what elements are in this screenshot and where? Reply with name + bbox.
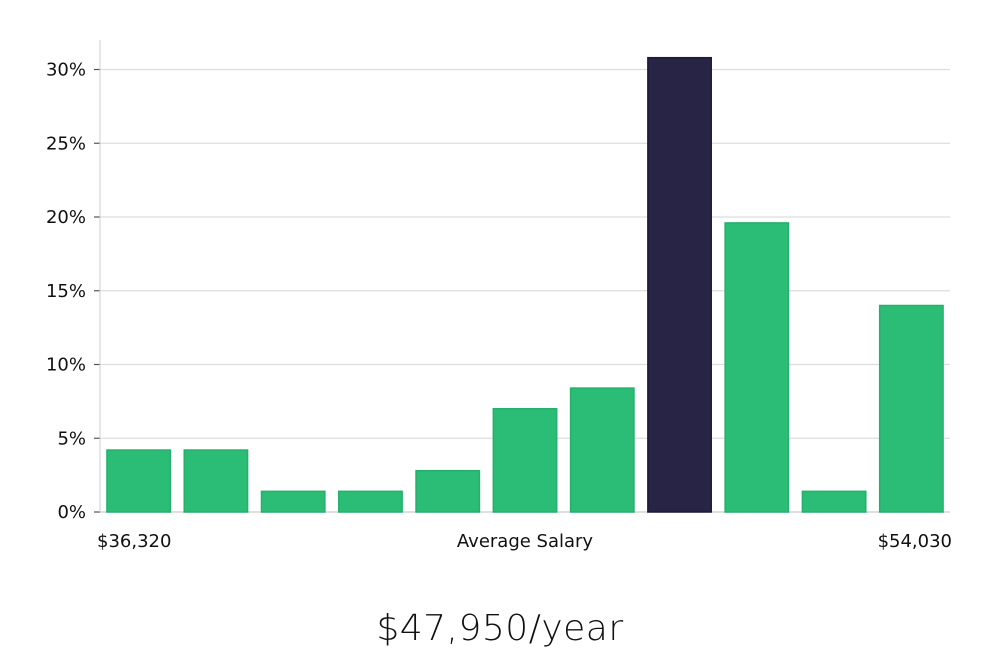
y-axis: 0% 5% 10% 15% 20% 25% 30% bbox=[46, 60, 100, 523]
bar bbox=[724, 222, 790, 513]
y-tick-label: 10% bbox=[46, 355, 86, 376]
y-tick-label: 25% bbox=[46, 133, 86, 154]
y-tick-label: 20% bbox=[46, 207, 86, 228]
bar bbox=[106, 449, 172, 513]
x-axis-min-label: $36,320 bbox=[97, 531, 171, 552]
bar-highlighted bbox=[647, 56, 712, 513]
bar bbox=[878, 304, 944, 513]
y-tick-label: 0% bbox=[57, 502, 86, 523]
bar bbox=[338, 490, 403, 513]
bar bbox=[260, 490, 326, 513]
bars bbox=[106, 56, 944, 513]
bar bbox=[492, 408, 558, 513]
average-salary-value: $47,950/year bbox=[376, 608, 624, 649]
y-tick-label: 30% bbox=[46, 60, 86, 81]
y-tick-label: 5% bbox=[57, 428, 86, 449]
bar bbox=[569, 387, 635, 513]
y-tick-label: 15% bbox=[46, 281, 86, 302]
salary-histogram: 0% 5% 10% 15% 20% 25% 30% $36,320 Average Sala… bbox=[46, 40, 952, 552]
bar bbox=[415, 469, 481, 513]
x-axis-title: Average Salary bbox=[457, 531, 594, 552]
x-axis-max-label: $54,030 bbox=[878, 531, 952, 552]
bar bbox=[801, 490, 867, 513]
bar bbox=[183, 449, 249, 513]
grid-lines bbox=[100, 68, 950, 513]
